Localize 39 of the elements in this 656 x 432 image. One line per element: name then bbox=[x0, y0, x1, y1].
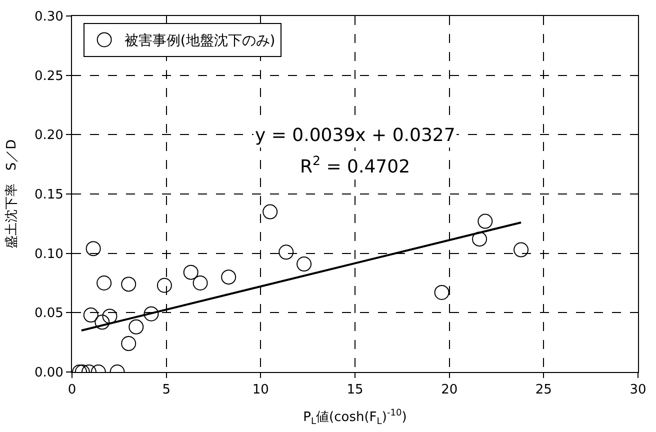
x-axis-title: P$_{L}$値(cosh(F$_{L}$)$^{-10}$) bbox=[303, 408, 407, 427]
point bbox=[514, 242, 529, 258]
x-tick-label: 10 bbox=[252, 382, 269, 398]
point bbox=[434, 284, 450, 300]
y-axis-title: 盛土沈下率 S／D bbox=[3, 139, 20, 249]
point bbox=[478, 214, 493, 229]
point bbox=[472, 232, 488, 247]
point bbox=[94, 314, 110, 330]
point bbox=[83, 308, 98, 323]
x-tick-label: 30 bbox=[630, 382, 646, 398]
y-tick-label: 0.10 bbox=[34, 246, 64, 262]
y-tick-label: 0.00 bbox=[34, 366, 64, 381]
y-tick-label: 0.25 bbox=[34, 68, 64, 84]
x-tick-label: 25 bbox=[535, 382, 552, 398]
point bbox=[144, 306, 159, 322]
point bbox=[128, 319, 144, 334]
y-tick-label: 0.05 bbox=[34, 306, 64, 322]
annotation: R$^{2}$ = 0.4702 bbox=[300, 153, 410, 178]
legend-label: 被害事例(地盤沈下のみ) bbox=[124, 33, 276, 50]
y-tick-label: 0.15 bbox=[34, 188, 64, 203]
x-tick-label: 0 bbox=[68, 382, 76, 398]
point bbox=[102, 308, 118, 324]
point bbox=[121, 276, 136, 292]
point bbox=[156, 278, 172, 293]
annotation: y = 0.0039x + 0.0327 bbox=[255, 125, 456, 146]
point bbox=[86, 241, 101, 256]
y-tick-label: 0.20 bbox=[34, 128, 64, 144]
point bbox=[296, 256, 312, 272]
x-tick-label: 20 bbox=[441, 382, 458, 398]
point bbox=[278, 244, 294, 260]
point bbox=[183, 264, 198, 280]
y-tick-label: 0.30 bbox=[34, 10, 64, 25]
point bbox=[96, 276, 112, 290]
x-tick-label: 15 bbox=[346, 382, 364, 398]
point bbox=[192, 276, 208, 290]
x-tick-label: 5 bbox=[162, 382, 170, 398]
point bbox=[221, 270, 236, 285]
point bbox=[262, 204, 278, 220]
point bbox=[121, 336, 136, 352]
